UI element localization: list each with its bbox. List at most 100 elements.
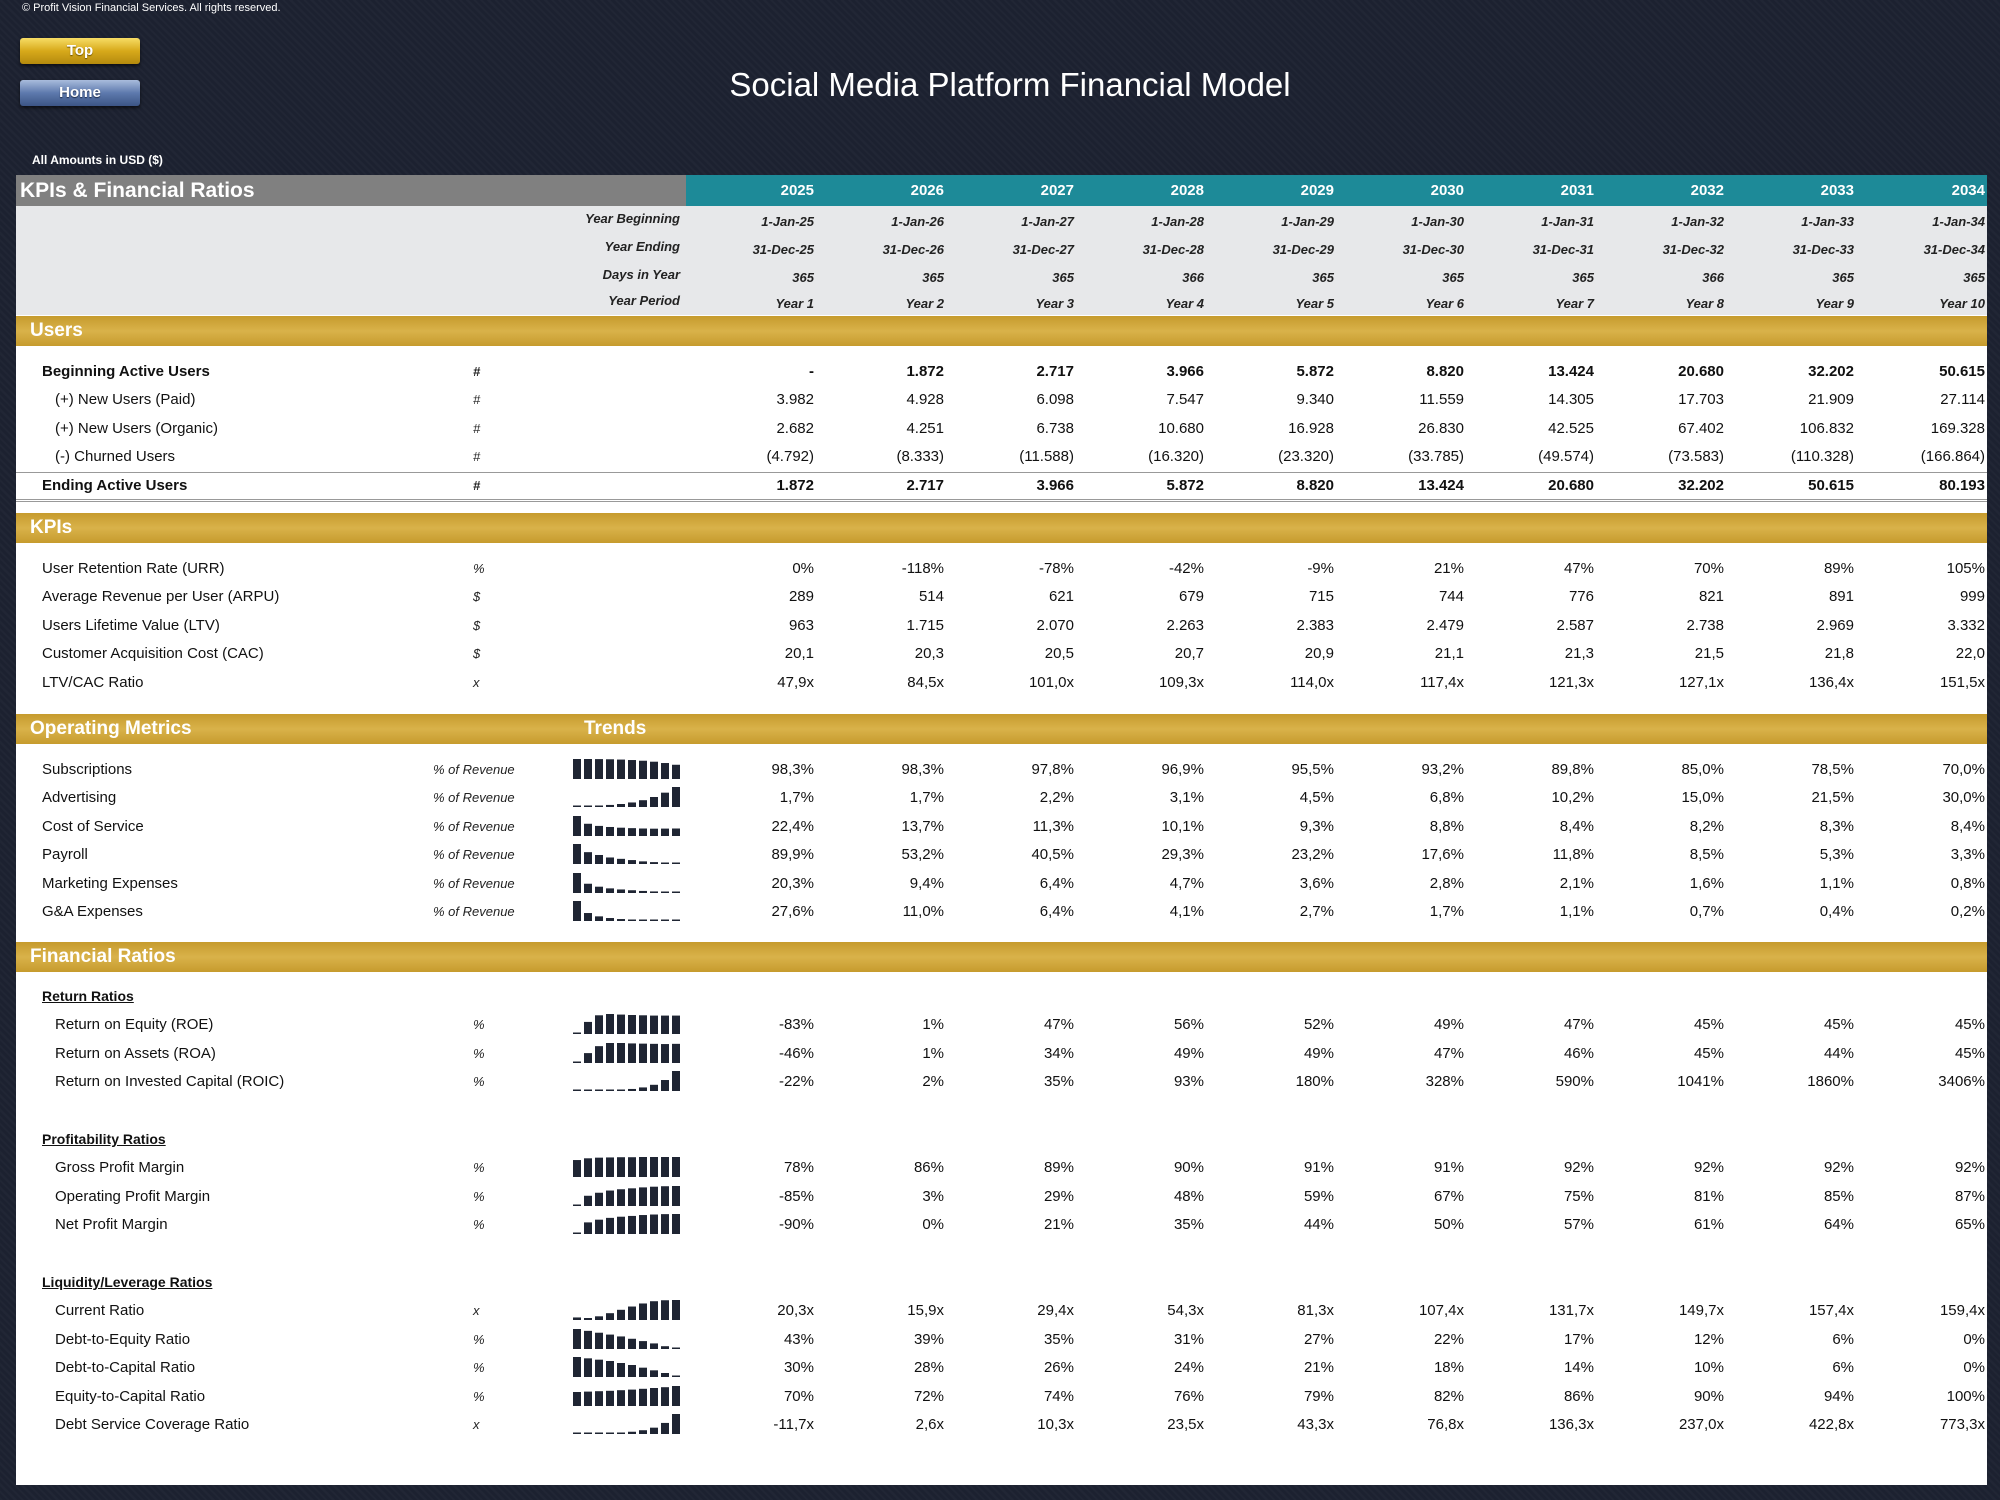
value-cell: 422,8x: [1808, 1416, 1854, 1433]
value-cell: 27.114: [1940, 391, 1985, 408]
sparkline-bar: [606, 1361, 614, 1377]
row-unit: #: [473, 449, 481, 464]
row-label: (-) Churned Users: [55, 448, 176, 465]
value-cell: (73.583): [1668, 448, 1724, 465]
value-cell: -46%: [778, 1045, 814, 1062]
row-label: Average Revenue per User (ARPU): [42, 588, 280, 605]
trend-sparkline: [573, 1300, 680, 1320]
trend-sparkline: [573, 1157, 680, 1177]
section-title: Financial Ratios: [30, 946, 176, 967]
value-cell: 26.830: [1418, 420, 1464, 437]
row-unit: % of Revenue: [433, 904, 515, 919]
value-cell: (166.864): [1920, 448, 1985, 465]
value-cell: (33.785): [1408, 448, 1464, 465]
sparkline-bar: [573, 805, 581, 807]
value-cell: 3,3%: [1950, 846, 1985, 863]
value-cell: 90%: [1173, 1159, 1204, 1176]
value-cell: 39%: [913, 1331, 944, 1348]
copyright-notice: © Profit Vision Financial Services. All …: [22, 2, 281, 14]
sparkline-bar: [617, 1216, 625, 1234]
value-cell: 64%: [1823, 1216, 1854, 1233]
sparkline-bar: [606, 1390, 614, 1406]
row-unit: % of Revenue: [433, 847, 515, 862]
value-cell: 49%: [1433, 1016, 1464, 1033]
period-cell: 31-Dec-34: [1923, 242, 1985, 257]
value-cell: 56%: [1173, 1016, 1204, 1033]
value-cell: 1,1%: [1559, 903, 1594, 920]
sparkline-bar: [650, 1043, 658, 1063]
sparkline-bar: [584, 1021, 592, 1034]
value-cell: 1860%: [1807, 1073, 1854, 1090]
sparkline-bar: [573, 1089, 581, 1091]
trend-sparkline: [573, 1043, 680, 1063]
value-cell: 2.717: [906, 477, 944, 494]
value-cell: 47%: [1563, 1016, 1594, 1033]
period-cell: 365: [1312, 270, 1334, 285]
row-label: Advertising: [42, 789, 117, 806]
subgroup-title: Liquidity/Leverage Ratios: [42, 1274, 213, 1290]
value-cell: 70%: [783, 1388, 814, 1405]
row-unit: % of Revenue: [433, 790, 515, 805]
home-button[interactable]: Home: [20, 80, 140, 106]
value-cell: 21.909: [1808, 391, 1854, 408]
value-cell: -85%: [778, 1188, 814, 1205]
sparkline-bar: [617, 858, 625, 864]
value-cell: (11.588): [1019, 448, 1074, 465]
value-cell: 15,9x: [907, 1302, 944, 1319]
value-cell: 6,8%: [1429, 789, 1464, 806]
value-cell: 48%: [1173, 1188, 1204, 1205]
sparkline-bar: [639, 861, 647, 864]
value-cell: 67.402: [1678, 420, 1724, 437]
value-cell: 1,6%: [1689, 875, 1724, 892]
sparkline-bar: [584, 1330, 592, 1349]
value-cell: 78,5%: [1811, 761, 1854, 778]
top-button[interactable]: Top: [20, 38, 140, 64]
sparkline-bar: [606, 1334, 614, 1349]
value-cell: 105%: [1946, 560, 1985, 577]
sparkline-bar: [595, 1046, 603, 1063]
sparkline-bar: [606, 759, 614, 779]
value-cell: 2.383: [1296, 617, 1334, 634]
row-unit: % of Revenue: [433, 876, 515, 891]
value-cell: 47%: [1043, 1016, 1074, 1033]
value-cell: 96,9%: [1161, 761, 1204, 778]
value-cell: 43,3x: [1297, 1416, 1334, 1433]
period-cell: 31-Dec-31: [1532, 242, 1594, 257]
value-cell: 20,9: [1304, 645, 1334, 662]
value-cell: 3%: [922, 1188, 944, 1205]
value-cell: 98,3%: [771, 761, 814, 778]
value-cell: 21,5%: [1811, 789, 1854, 806]
period-cell: 31-Dec-30: [1402, 242, 1464, 257]
sparkline-bar: [584, 1089, 592, 1091]
row-label: Beginning Active Users: [42, 363, 210, 380]
trend-sparkline: [573, 873, 680, 893]
value-cell: 20.680: [1678, 363, 1724, 380]
period-cell: 1-Jan-31: [1541, 214, 1594, 229]
period-cell: 365: [1052, 270, 1074, 285]
value-cell: 5.872: [1166, 477, 1204, 494]
sparkline-bar: [573, 1160, 581, 1177]
value-cell: 1,7%: [1429, 903, 1464, 920]
value-cell: 45%: [1954, 1045, 1985, 1062]
value-cell: 8,3%: [1819, 818, 1854, 835]
value-cell: 2.969: [1816, 617, 1854, 634]
sparkline-bar: [617, 804, 625, 807]
sparkline-bar: [672, 1386, 680, 1406]
value-cell: 1%: [922, 1045, 944, 1062]
value-cell: 20,3: [914, 645, 944, 662]
value-cell: 76,8x: [1427, 1416, 1464, 1433]
value-cell: -90%: [778, 1216, 814, 1233]
value-cell: 5,3%: [1819, 846, 1854, 863]
row-label: Return on Invested Capital (ROIC): [55, 1073, 285, 1090]
period-cell: 1-Jan-30: [1411, 214, 1464, 229]
trend-sparkline: [573, 1329, 680, 1349]
value-cell: 87%: [1954, 1188, 1985, 1205]
sparkline-bar: [628, 860, 636, 864]
value-cell: 2.682: [776, 420, 814, 437]
value-cell: -42%: [1168, 560, 1204, 577]
sparkline-bar: [595, 1157, 603, 1177]
period-cell: 365: [1963, 270, 1985, 285]
row-unit: % of Revenue: [433, 762, 515, 777]
value-cell: 10,2%: [1551, 789, 1594, 806]
trend-sparkline: [573, 1414, 680, 1434]
